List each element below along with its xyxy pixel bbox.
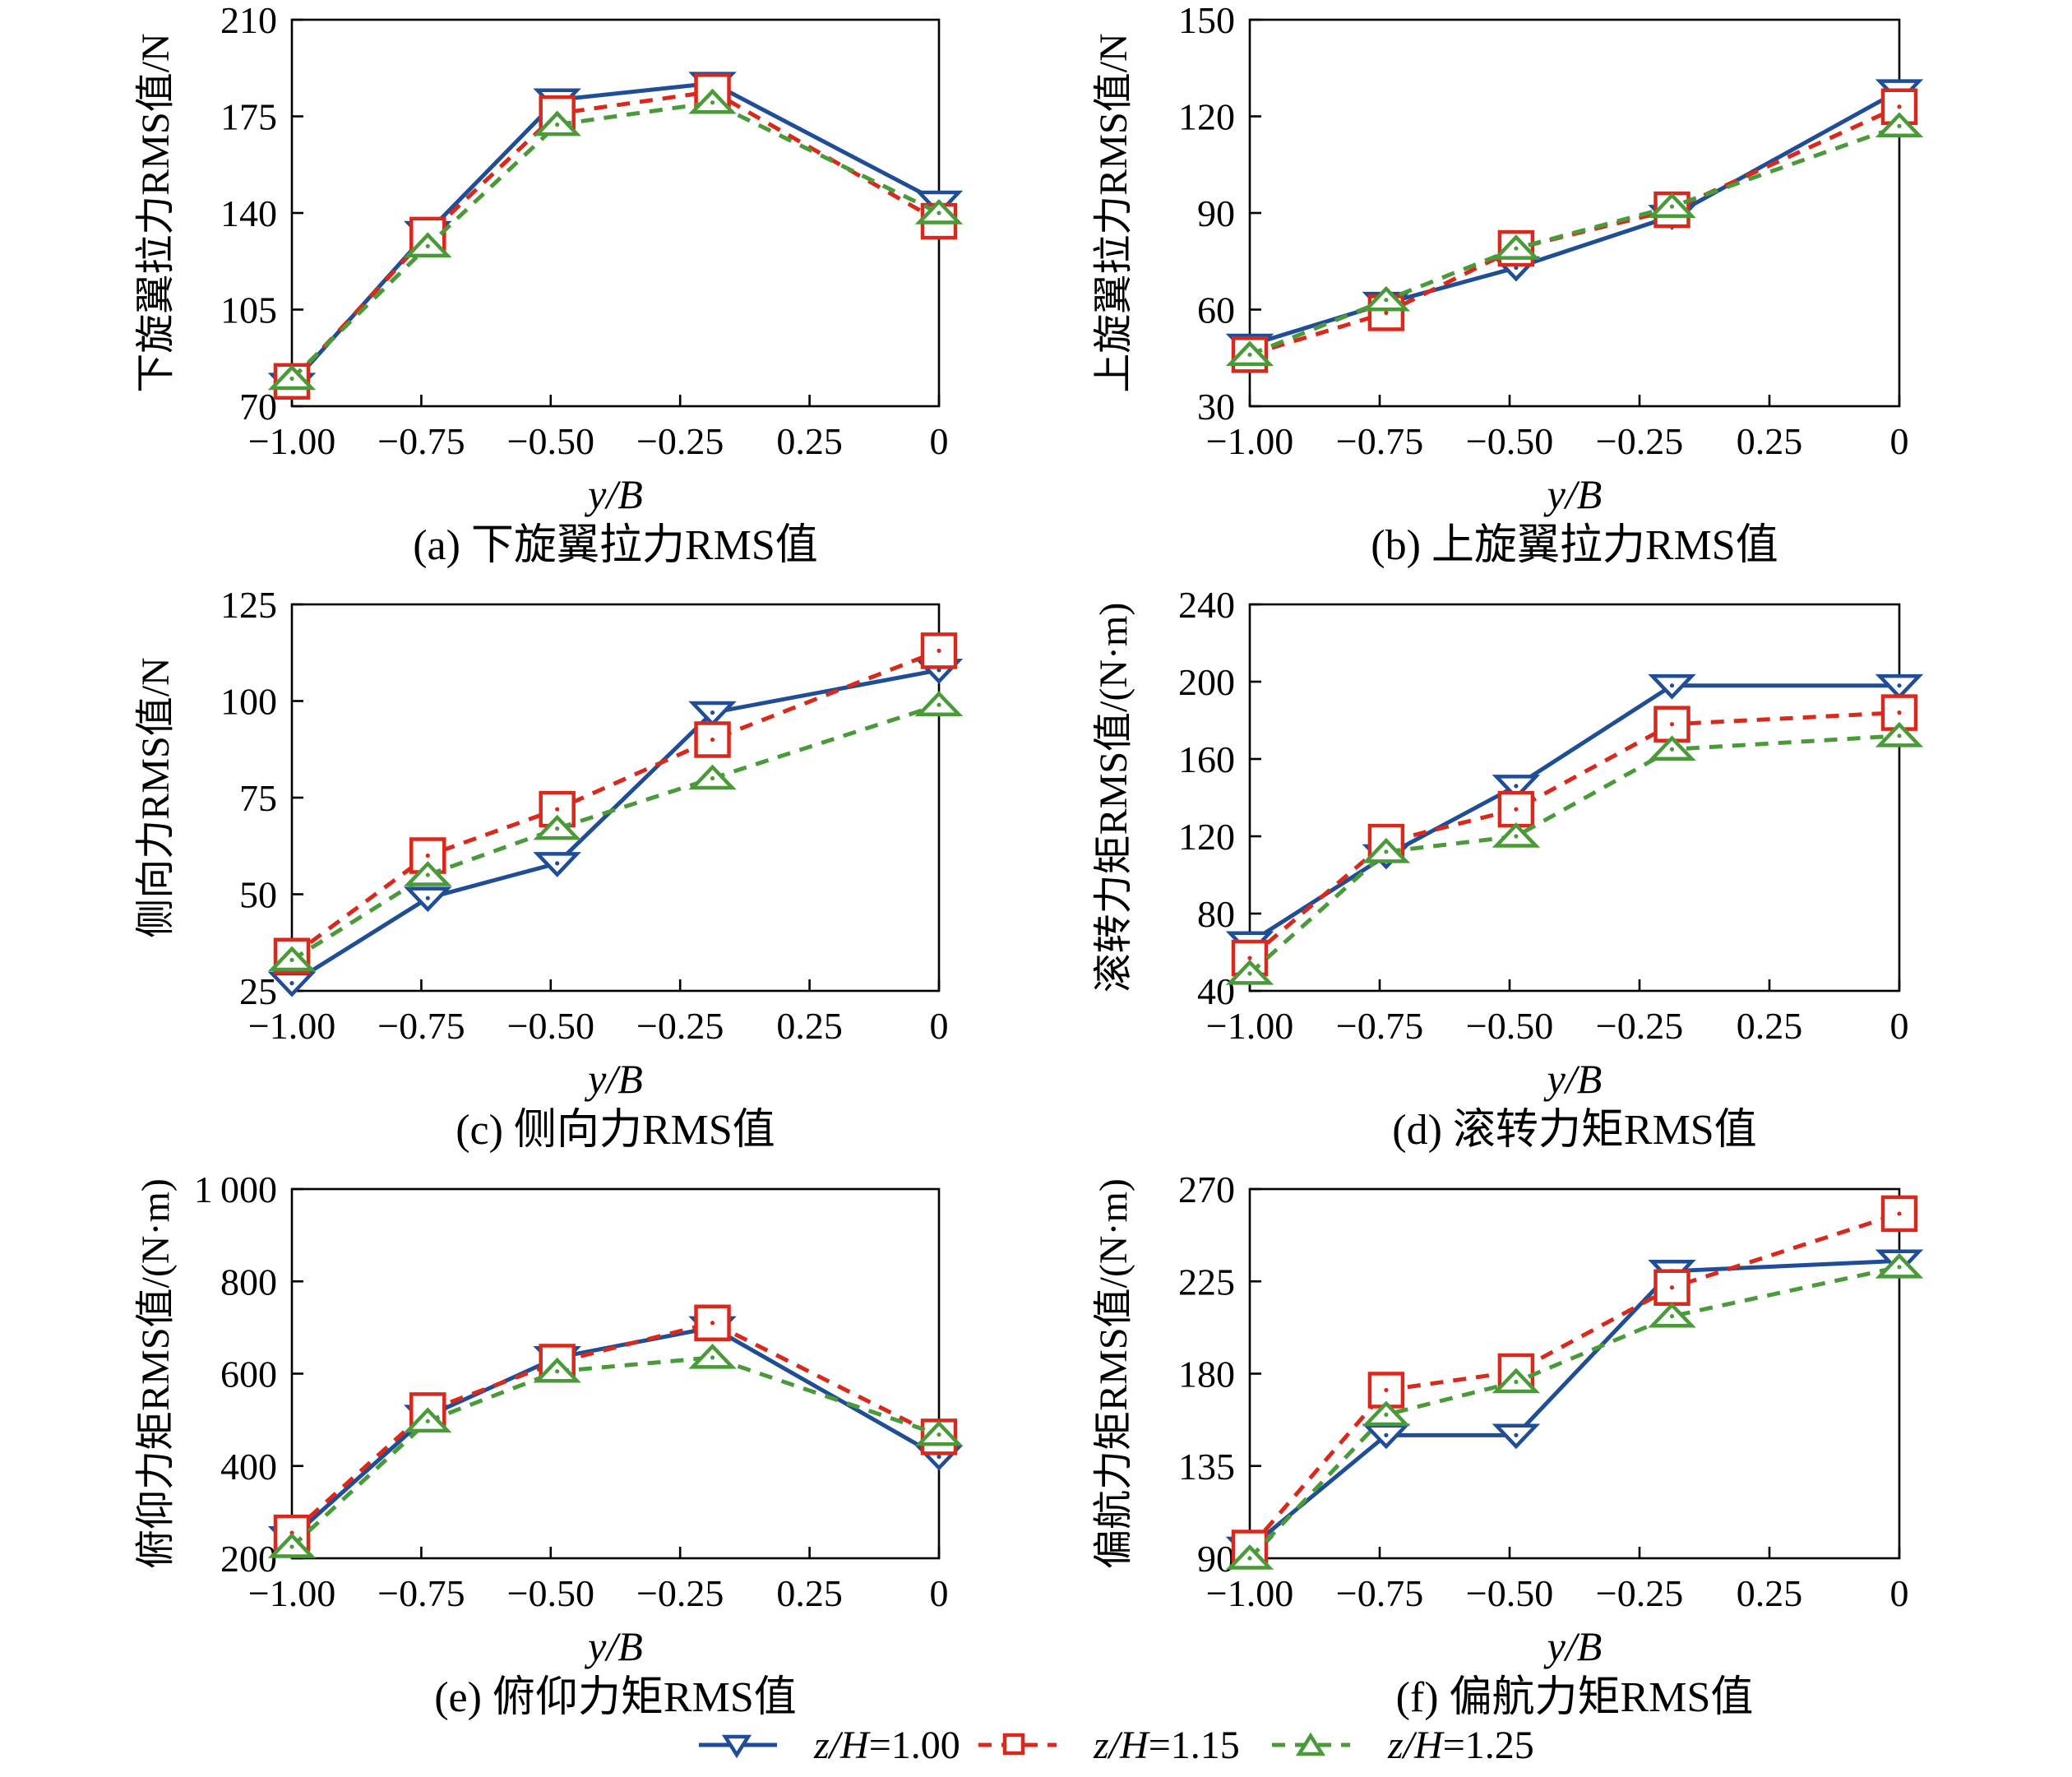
svg-text:−1.00: −1.00 [1206, 420, 1293, 462]
svg-text:0: 0 [930, 1005, 949, 1047]
svg-text:75: 75 [239, 777, 277, 819]
svg-text:z/H=1.25: z/H=1.25 [1387, 1724, 1534, 1767]
svg-text:180: 180 [1178, 1354, 1235, 1395]
svg-text:−0.25: −0.25 [636, 1572, 724, 1614]
svg-text:135: 135 [1178, 1446, 1235, 1488]
svg-text:y/B: y/B [584, 1056, 643, 1102]
svg-text:0.25: 0.25 [1737, 1005, 1803, 1047]
svg-text:90: 90 [1197, 192, 1235, 234]
svg-text:(b) 上旋翼拉力RMS值: (b) 上旋翼拉力RMS值 [1371, 522, 1778, 569]
svg-text:滚转力矩RMS值/(N·m): 滚转力矩RMS值/(N·m) [1092, 603, 1135, 993]
svg-text:270: 270 [1178, 1169, 1235, 1210]
svg-text:125: 125 [220, 585, 277, 626]
svg-text:−0.75: −0.75 [1336, 1572, 1423, 1614]
svg-text:(a) 下旋翼拉力RMS值: (a) 下旋翼拉力RMS值 [413, 522, 818, 569]
svg-text:上旋翼拉力RMS值/N: 上旋翼拉力RMS值/N [1092, 33, 1135, 392]
svg-text:0.25: 0.25 [776, 1005, 843, 1047]
svg-text:俯仰力矩RMS值/(N·m): 俯仰力矩RMS值/(N·m) [134, 1178, 178, 1569]
svg-text:0: 0 [1890, 1005, 1909, 1047]
svg-text:0: 0 [1890, 1572, 1909, 1614]
svg-text:120: 120 [1178, 816, 1235, 858]
svg-text:−0.50: −0.50 [507, 1572, 594, 1614]
svg-text:−0.75: −0.75 [377, 420, 465, 462]
svg-text:−0.75: −0.75 [1336, 420, 1423, 462]
svg-text:y/B: y/B [1543, 1056, 1603, 1102]
svg-text:0.25: 0.25 [776, 1572, 843, 1614]
svg-text:−0.75: −0.75 [377, 1005, 465, 1047]
svg-text:−1.00: −1.00 [1206, 1572, 1293, 1614]
svg-text:60: 60 [1197, 289, 1235, 331]
svg-text:800: 800 [220, 1261, 277, 1303]
svg-text:200: 200 [1178, 661, 1235, 703]
svg-text:z/H=1.15: z/H=1.15 [1093, 1724, 1240, 1767]
svg-text:140: 140 [220, 192, 277, 234]
svg-text:y/B: y/B [584, 471, 643, 517]
svg-text:−0.75: −0.75 [1336, 1005, 1423, 1047]
svg-text:−0.50: −0.50 [1466, 1572, 1553, 1614]
svg-text:−0.25: −0.25 [1596, 1572, 1683, 1614]
svg-text:y/B: y/B [584, 1623, 643, 1669]
svg-text:175: 175 [220, 96, 277, 138]
svg-text:偏航力矩RMS值/(N·m): 偏航力矩RMS值/(N·m) [1092, 1178, 1135, 1569]
svg-text:225: 225 [1178, 1261, 1235, 1303]
svg-text:−0.75: −0.75 [377, 1572, 465, 1614]
svg-text:1 000: 1 000 [194, 1169, 277, 1210]
svg-text:(d) 滚转力矩RMS值: (d) 滚转力矩RMS值 [1392, 1107, 1756, 1154]
svg-text:240: 240 [1178, 585, 1235, 626]
svg-text:(c) 侧向力RMS值: (c) 侧向力RMS值 [456, 1107, 775, 1154]
svg-text:0.25: 0.25 [1737, 420, 1803, 462]
svg-text:下旋翼拉力RMS值/N: 下旋翼拉力RMS值/N [134, 33, 178, 392]
svg-text:150: 150 [1178, 0, 1235, 41]
svg-text:−1.00: −1.00 [248, 1572, 335, 1614]
svg-text:−0.25: −0.25 [1596, 420, 1683, 462]
svg-text:105: 105 [220, 289, 277, 331]
svg-text:−0.25: −0.25 [636, 1005, 724, 1047]
svg-text:160: 160 [1178, 738, 1235, 780]
svg-text:600: 600 [220, 1354, 277, 1395]
svg-text:120: 120 [1178, 96, 1235, 138]
svg-text:0.25: 0.25 [776, 420, 843, 462]
svg-text:0.25: 0.25 [1737, 1572, 1803, 1614]
svg-text:−0.25: −0.25 [636, 420, 724, 462]
svg-text:−1.00: −1.00 [248, 1005, 335, 1047]
svg-text:0: 0 [930, 420, 949, 462]
svg-text:−1.00: −1.00 [1206, 1005, 1293, 1047]
svg-text:210: 210 [220, 0, 277, 41]
svg-text:−0.50: −0.50 [1466, 1005, 1553, 1047]
svg-text:y/B: y/B [1543, 1623, 1603, 1669]
svg-text:100: 100 [220, 681, 277, 723]
svg-text:−0.50: −0.50 [1466, 420, 1553, 462]
svg-text:400: 400 [220, 1446, 277, 1488]
svg-text:0: 0 [1890, 420, 1909, 462]
svg-text:80: 80 [1197, 893, 1235, 935]
svg-text:−1.00: −1.00 [248, 420, 335, 462]
svg-text:−0.50: −0.50 [507, 1005, 594, 1047]
svg-text:−0.25: −0.25 [1596, 1005, 1683, 1047]
svg-text:0: 0 [930, 1572, 949, 1614]
svg-text:y/B: y/B [1543, 471, 1603, 517]
svg-text:z/H=1.00: z/H=1.00 [813, 1724, 960, 1767]
svg-text:50: 50 [239, 874, 277, 916]
svg-text:−0.50: −0.50 [507, 420, 594, 462]
svg-text:侧向力RMS值/N: 侧向力RMS值/N [134, 657, 178, 937]
